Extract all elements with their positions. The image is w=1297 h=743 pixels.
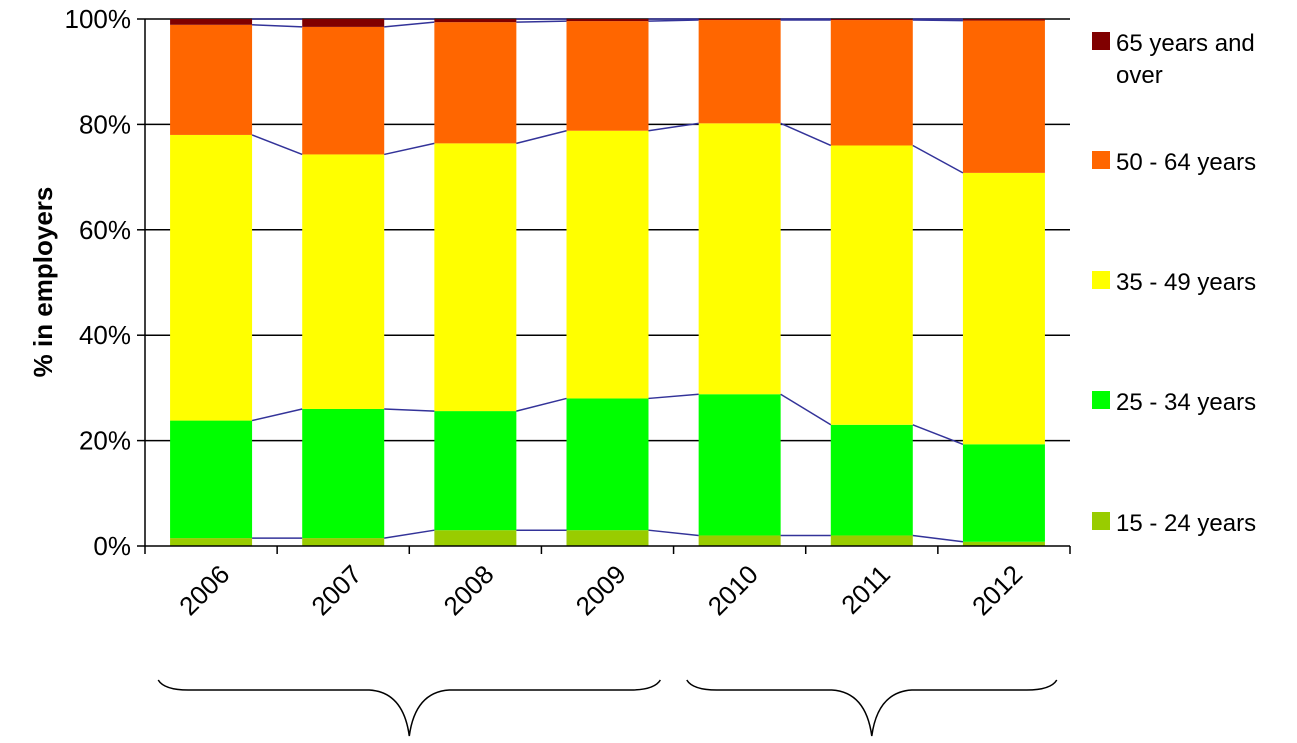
legend-label: over (1116, 62, 1163, 89)
series-line (516, 129, 567, 145)
bar-segment (566, 21, 649, 131)
bar-segment (434, 19, 517, 23)
series-line (648, 529, 699, 537)
bar-segment (698, 535, 781, 546)
bar-segment (566, 130, 649, 399)
bar-segment (434, 143, 517, 412)
x-tick-label: 2012 (966, 559, 1028, 621)
bar-segment (566, 398, 649, 531)
series-line (912, 534, 964, 543)
bar-segment (302, 538, 385, 546)
bar-segment (830, 145, 913, 425)
legend-swatch (1092, 512, 1110, 530)
legend-swatch (1092, 271, 1110, 289)
bar-segment (170, 134, 253, 421)
bar-segment (302, 154, 385, 409)
bar-segment (962, 444, 1045, 542)
bar-segment (962, 541, 1045, 546)
series-line (384, 21, 435, 28)
bar-segment (566, 530, 649, 546)
series-line (384, 408, 435, 412)
legend-label: 35 - 49 years (1116, 269, 1256, 296)
bar-segment (830, 20, 913, 146)
x-tick-label: 2006 (173, 559, 235, 621)
x-tick-labels: 2006 2007 2008 2009 2010 2011 2012 (173, 559, 1028, 621)
series-line (384, 529, 435, 539)
series-line (780, 393, 832, 426)
bar-segment (302, 19, 385, 27)
bar-segment (830, 424, 913, 536)
series-line (648, 19, 699, 22)
x-tick-label: 2010 (702, 559, 764, 621)
legend: 65 years and over 50 - 64 years 35 - 49 yea… (1092, 30, 1256, 537)
bar-segment (170, 420, 253, 539)
legend-swatch (1092, 391, 1110, 409)
series-line (912, 144, 964, 174)
y-tick-labels: 0% 20% 40% 60% 80% 100% (65, 4, 132, 561)
legend-swatch (1092, 151, 1110, 169)
y-tick-label: 60% (79, 215, 131, 245)
x-tick-label: 2011 (835, 559, 896, 620)
bar-segment (830, 19, 913, 21)
y-tick-label: 0% (93, 531, 131, 561)
group-brace (157, 679, 661, 737)
bar-segment (302, 26, 385, 155)
legend-label: 65 years and (1116, 30, 1255, 57)
bar-segment (962, 19, 1045, 21)
series-line (648, 122, 699, 132)
y-tick-label: 80% (79, 109, 131, 139)
series-line (251, 134, 303, 156)
y-tick-label: 20% (79, 426, 131, 456)
bars (170, 19, 1045, 546)
legend-label: 15 - 24 years (1116, 510, 1256, 537)
legend-swatch (1092, 32, 1110, 50)
x-tick-label: 2007 (305, 559, 367, 621)
bar-segment (698, 123, 781, 395)
bar-segment (962, 172, 1045, 445)
bar-segment (698, 394, 781, 536)
series-line (384, 142, 435, 156)
y-tick-label: 100% (65, 4, 132, 34)
bar-segment (434, 22, 517, 144)
bar-segment (170, 24, 253, 135)
series-line (516, 20, 567, 23)
legend-label: 25 - 34 years (1116, 389, 1256, 416)
group-braces (157, 679, 1058, 737)
bar-segment (830, 535, 913, 546)
y-tick-label: 40% (79, 320, 131, 350)
bar-segment (434, 411, 517, 531)
bar-segment (170, 19, 253, 25)
bar-segment (698, 20, 781, 124)
bar-segment (962, 20, 1045, 173)
series-line (912, 19, 963, 22)
bar-segment (302, 408, 385, 539)
x-tick-label: 2008 (437, 559, 499, 621)
bar-segment (434, 530, 517, 546)
y-axis-label: % in employers (28, 187, 58, 378)
series-line (912, 424, 964, 445)
series-line (251, 408, 303, 422)
axes (137, 18, 1071, 554)
x-tick-label: 2009 (570, 559, 632, 621)
bar-segment (566, 19, 649, 22)
group-brace (686, 679, 1058, 737)
series-line (252, 24, 303, 28)
bar-segment (698, 19, 781, 21)
series-lines (251, 18, 964, 543)
series-line (780, 122, 832, 147)
bar-segment (170, 538, 253, 546)
legend-label: 50 - 64 years (1116, 149, 1256, 176)
series-line (648, 393, 699, 400)
series-line (516, 397, 567, 412)
